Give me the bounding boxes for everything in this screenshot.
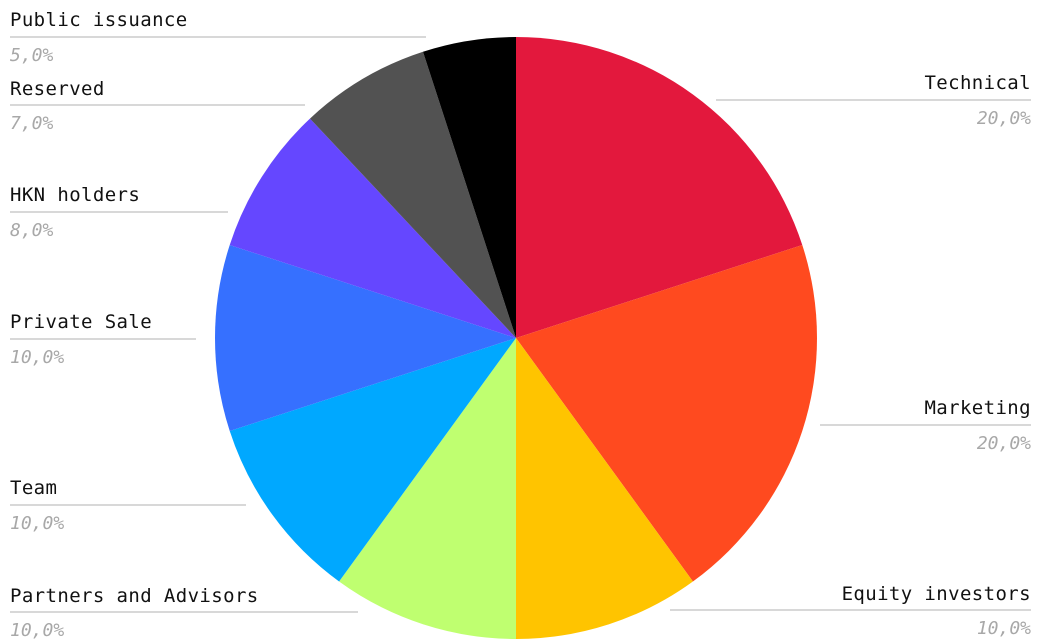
slice-label-hkn-holders: HKN holders: [10, 184, 140, 206]
pie-slice-private-sale: [214, 244, 516, 432]
slice-label-private-sale: Private Sale: [10, 311, 152, 333]
pie-slice-team: [229, 338, 517, 582]
slice-value-team: 10,0%: [10, 513, 64, 534]
slice-label-public-issuance: Public issuance: [10, 9, 188, 31]
slice-value-reserved: 7,0%: [10, 113, 54, 134]
slice-label-partners-and-advisors: Partners and Advisors: [10, 585, 259, 607]
slice-value-technical: 20,0%: [977, 108, 1031, 129]
slice-label-equity-investors: Equity investors: [842, 583, 1031, 605]
pie-slice-partners-and-advisors: [339, 338, 516, 639]
pie-labels: Technical 20,0% Marketing 20,0% Equity inves…: [10, 9, 1031, 641]
pie-slice-reserved: [309, 51, 516, 338]
pie-slice-technical: [516, 37, 803, 338]
slice-value-public-issuance: 5,0%: [10, 45, 54, 66]
pie-slice-hkn-holders: [229, 118, 517, 338]
slice-label-marketing: Marketing: [924, 397, 1031, 419]
pie-slices: [214, 37, 817, 639]
slice-value-partners-and-advisors: 10,0%: [10, 620, 64, 641]
slice-value-equity-investors: 10,0%: [977, 618, 1031, 639]
pie-slice-marketing: [516, 244, 817, 582]
slice-value-private-sale: 10,0%: [10, 347, 64, 368]
slice-label-reserved: Reserved: [10, 78, 105, 100]
slice-value-marketing: 20,0%: [977, 433, 1031, 454]
pie-slice-public-issuance: [422, 37, 516, 338]
slice-value-hkn-holders: 8,0%: [10, 220, 54, 241]
slice-label-team: Team: [10, 477, 57, 499]
slice-label-technical: Technical: [924, 72, 1031, 94]
pie-slice-equity-investors: [516, 338, 693, 639]
